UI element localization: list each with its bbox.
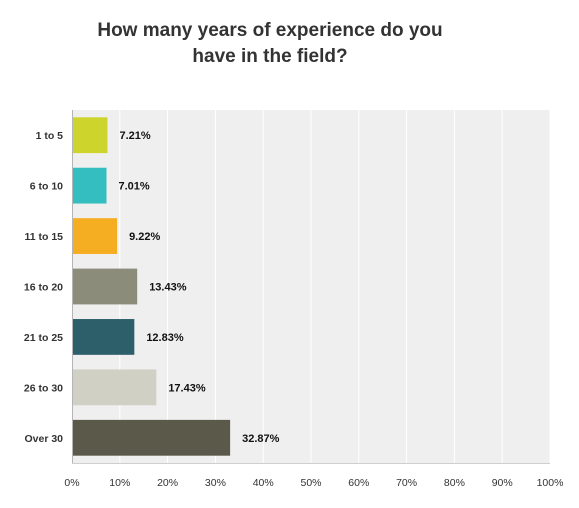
x-tick-label: 20% — [157, 477, 178, 489]
x-tick-label: 0% — [64, 477, 79, 489]
chart-title: How many years of experience do you have… — [40, 18, 500, 70]
bar — [73, 319, 135, 355]
x-tick-label: 70% — [396, 477, 417, 489]
x-tick-label: 100% — [537, 477, 564, 489]
x-tick-label: 60% — [348, 477, 369, 489]
x-tick-label: 80% — [444, 477, 465, 489]
x-tick-label: 50% — [300, 477, 321, 489]
value-label: 17.43% — [168, 382, 206, 394]
category-label: 16 to 20 — [24, 282, 63, 294]
bar — [73, 419, 231, 456]
category-labels: 1 to 5 6 to 10 11 to 15 16 to 20 21 to 25 26 … — [24, 130, 63, 445]
category-label: 26 to 30 — [24, 382, 63, 394]
category-label: 11 to 15 — [24, 231, 63, 243]
bar — [73, 117, 108, 154]
gridlines — [119, 110, 551, 463]
value-label: 9.22% — [129, 231, 160, 243]
x-tick-label: 40% — [253, 477, 274, 489]
bar — [73, 369, 157, 406]
category-label: Over 30 — [24, 433, 63, 445]
x-tick-label: 30% — [205, 477, 226, 489]
axis-lines — [72, 110, 550, 464]
bar — [73, 167, 107, 204]
bars — [73, 117, 231, 456]
value-label: 32.87% — [242, 433, 280, 445]
category-label: 21 to 25 — [24, 332, 63, 344]
value-label: 7.01% — [119, 181, 150, 193]
chart-title-line-2: have in the field? — [192, 46, 348, 67]
bar — [73, 218, 118, 254]
chart-title-line-1: How many years of experience do you — [97, 20, 443, 41]
x-tick-label: 10% — [109, 477, 130, 489]
bar — [73, 268, 138, 305]
x-tick-label: 90% — [492, 477, 513, 489]
value-label: 12.83% — [146, 332, 184, 344]
category-label: 1 to 5 — [36, 130, 64, 142]
category-label: 6 to 10 — [30, 181, 63, 193]
value-label: 13.43% — [149, 282, 187, 294]
x-tick-labels: 0% 10% 20% 30% 40% 50% 60% 70% 80% 90% 100% — [64, 477, 563, 489]
value-label: 7.21% — [119, 130, 150, 142]
value-labels: 7.21% 7.01% 9.22% 13.43% 12.83% 17.43% 32.87% — [119, 130, 280, 445]
